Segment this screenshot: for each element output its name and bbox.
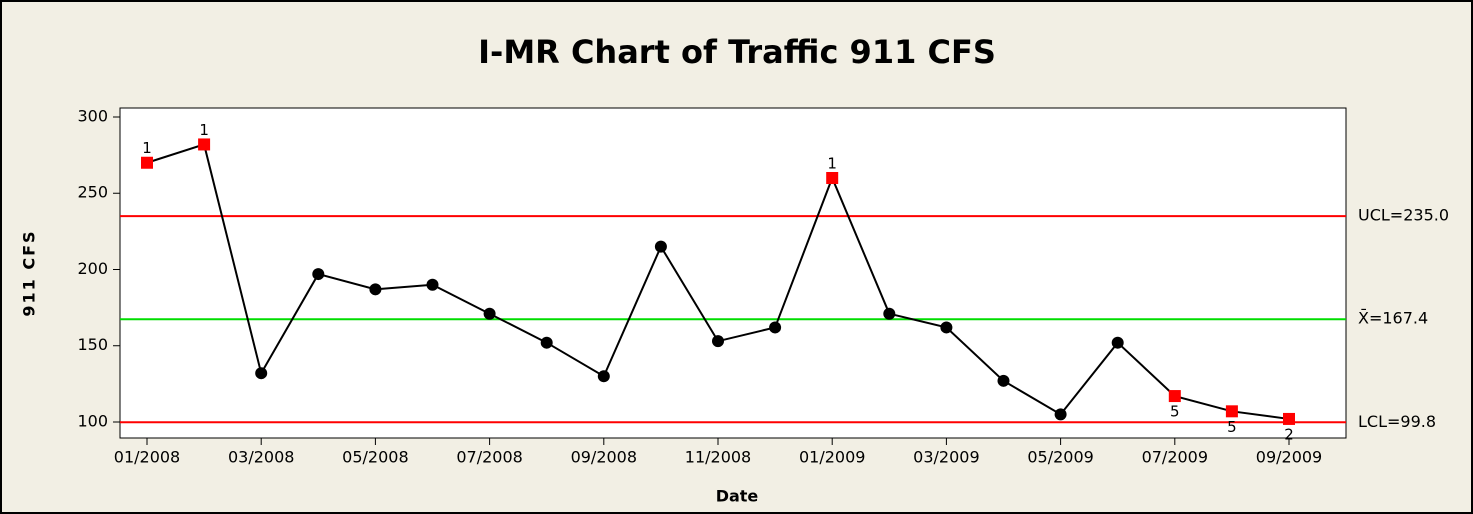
data-point (483, 307, 496, 320)
data-point (654, 240, 667, 253)
data-point (997, 374, 1010, 387)
control-limit-label: X̄=167.4 (1358, 309, 1428, 328)
flagged-point (1225, 405, 1238, 418)
x-axis-label: Date (716, 487, 759, 506)
data-point (940, 321, 953, 334)
x-tick-label: 11/2008 (685, 448, 751, 467)
y-tick-label: 100 (77, 411, 108, 430)
control-limit-label: LCL=99.8 (1358, 412, 1436, 431)
flagged-point (1283, 412, 1295, 425)
x-tick-label: 09/2009 (1256, 448, 1322, 467)
y-tick-label: 150 (77, 335, 108, 354)
flagged-point (198, 138, 211, 151)
flag-label: 1 (142, 139, 152, 157)
chart-title: I-MR Chart of Traffic 911 CFS (478, 33, 996, 71)
x-tick-label: 01/2009 (799, 448, 865, 467)
data-point (540, 336, 553, 349)
data-point (883, 307, 896, 320)
x-tick-label: 07/2009 (1142, 448, 1208, 467)
x-tick-label: 07/2008 (456, 448, 522, 467)
flag-label: 2 (1284, 425, 1294, 443)
data-point (769, 321, 782, 334)
x-tick-label: 05/2009 (1027, 448, 1093, 467)
x-tick-label: 09/2008 (571, 448, 637, 467)
data-point (1111, 336, 1124, 349)
flagged-point (1168, 390, 1181, 403)
control-limit-label: UCL=235.0 (1358, 206, 1449, 225)
data-point (312, 268, 325, 281)
plot-area (119, 107, 1347, 439)
data-point (255, 367, 268, 380)
y-tick-label: 200 (77, 259, 108, 278)
flag-label: 1 (827, 154, 837, 172)
y-axis-label: 911 CFS (20, 229, 39, 316)
data-point (426, 278, 439, 291)
data-point (712, 335, 724, 348)
data-point (369, 283, 382, 296)
x-tick-label: 05/2008 (342, 448, 408, 467)
flag-label: 1 (199, 121, 209, 139)
flag-label: 5 (1170, 403, 1180, 421)
flagged-point (141, 156, 153, 169)
data-point (597, 370, 610, 383)
flag-label: 5 (1227, 418, 1237, 436)
x-tick-label: 01/2008 (114, 448, 180, 467)
x-tick-label: 03/2008 (228, 448, 294, 467)
y-tick-label: 300 (77, 106, 108, 125)
x-tick-label: 03/2009 (913, 448, 979, 467)
data-point (1054, 408, 1067, 421)
y-tick-label: 250 (77, 183, 108, 202)
flagged-point (826, 171, 839, 184)
